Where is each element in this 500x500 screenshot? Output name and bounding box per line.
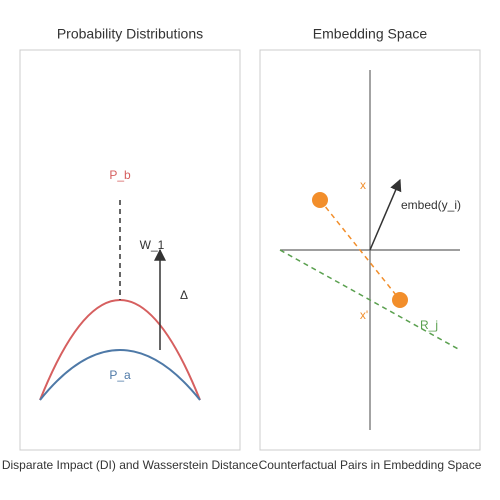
panel-title: Probability Distributions xyxy=(57,26,203,42)
panel-frame xyxy=(259,49,481,451)
caption: Counterfactual Pairs in Embedding Space xyxy=(259,458,482,472)
label: embed(y_i) xyxy=(401,198,461,212)
distribution-curve xyxy=(39,349,201,401)
point xyxy=(392,292,408,308)
label: P_b xyxy=(109,168,131,182)
label: W_1 xyxy=(140,238,165,252)
panel-frame xyxy=(19,49,241,451)
label: R_j xyxy=(420,318,438,332)
distribution-curve xyxy=(39,299,201,401)
label: x xyxy=(360,178,366,192)
arrow xyxy=(369,178,402,251)
boundary-line xyxy=(279,249,461,351)
pair-line xyxy=(319,199,401,301)
caption: Disparate Impact (DI) and Wasserstein Di… xyxy=(2,458,259,472)
point xyxy=(312,192,328,208)
panel-title: Embedding Space xyxy=(313,26,428,42)
label: x' xyxy=(360,308,368,322)
label: Δ xyxy=(180,288,188,302)
label: P_a xyxy=(109,368,131,382)
